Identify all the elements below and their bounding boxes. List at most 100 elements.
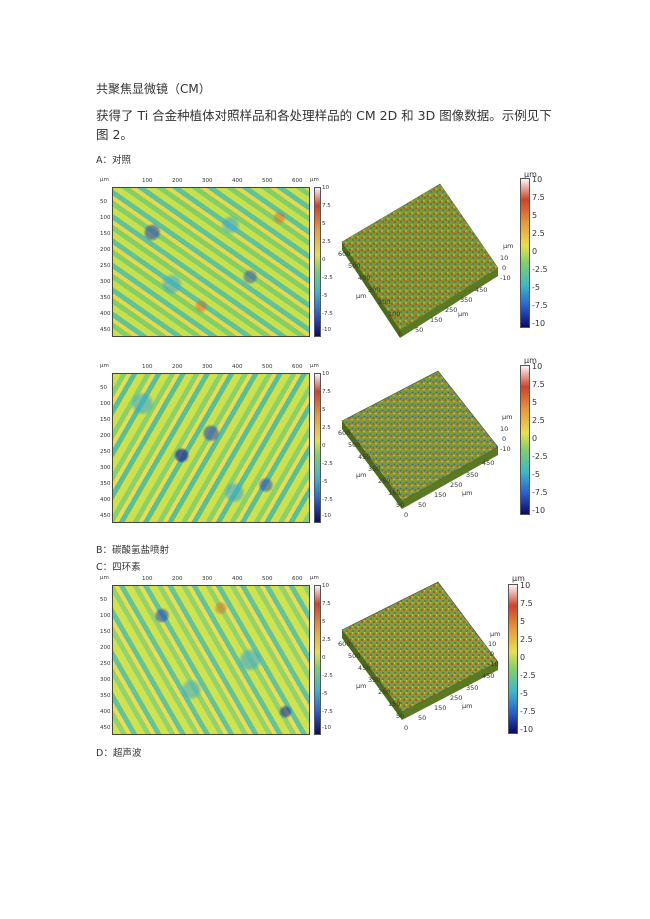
colorbar (508, 584, 518, 734)
z-tick: -10 (500, 445, 511, 453)
cm-3d-surface-2: μm 10 0 -10 600 500 450 350 250 150 50 0… (330, 355, 560, 535)
z-tick: 10 (500, 254, 509, 262)
axis-unit: μm (462, 702, 473, 710)
axis-tick: 500 (348, 441, 361, 449)
colorbar-tick: 7.5 (322, 601, 331, 607)
colorbar-tick: 0 (322, 655, 326, 661)
axis-tick: 450 (475, 286, 488, 294)
axis-tick: 250 (378, 688, 391, 696)
colorbar-tick: 0 (532, 434, 538, 443)
x-tick: 200 (172, 178, 183, 184)
axis-unit: μm (462, 489, 473, 497)
y-tick: 150 (100, 629, 111, 635)
axis-tick: 350 (466, 684, 479, 692)
label-d: D：超声波 (96, 748, 142, 759)
axis-unit: μm (356, 682, 367, 690)
section-heading: 共聚焦显微镜（CM） (96, 82, 211, 96)
z-tick: 0 (502, 435, 507, 443)
description-paragraph: 获得了 Ti 合金种植体对照样品和各处理样品的 CM 2D 和 3D 图像数据。… (96, 108, 552, 142)
axis-tick: 250 (450, 694, 463, 702)
height-map-image (112, 373, 310, 523)
colorbar-tick: 7.5 (532, 193, 545, 202)
x-tick: 100 (142, 178, 153, 184)
colorbar-tick: 5 (532, 398, 538, 407)
y-tick: 150 (100, 231, 111, 237)
axis-unit: μm (356, 471, 367, 479)
colorbar-tick: 2.5 (322, 425, 331, 431)
cm-2d-map-3: μm 100 200 300 400 500 600 50 100 150 20… (100, 575, 333, 745)
y-tick: 350 (100, 693, 111, 699)
colorbar-tick: -5 (322, 691, 328, 697)
x-tick: 500 (262, 364, 273, 370)
colorbar-tick: 2.5 (520, 635, 533, 644)
y-tick: 50 (100, 385, 107, 391)
x-tick: 500 (262, 178, 273, 184)
colorbar-tick: 2.5 (532, 416, 545, 425)
y-tick: 100 (100, 401, 111, 407)
colorbar-unit: μm (310, 575, 319, 581)
colorbar-tick: -5 (322, 479, 328, 485)
colorbar (314, 585, 321, 735)
cm-3d-surface-3: μm 10 0 -10 600 500 450 350 250 150 50 0… (330, 572, 560, 752)
colorbar-tick: 2.5 (322, 637, 331, 643)
3d-surface-graphic (341, 581, 499, 720)
colorbar-tick: -10 (532, 319, 546, 328)
x-tick: 300 (202, 576, 213, 582)
axis-tick: 150 (434, 491, 447, 499)
colorbar-tick: -2.5 (532, 452, 548, 461)
axis-tick: 600 (338, 429, 351, 437)
y-tick: 450 (100, 513, 111, 519)
x-tick: 600 (292, 576, 303, 582)
axis-tick: 600 (338, 250, 351, 258)
axis-tick: 0 (404, 724, 409, 732)
y-tick: 100 (100, 613, 111, 619)
y-tick: 300 (100, 465, 111, 471)
colorbar-tick: 10 (322, 185, 329, 191)
axis-tick: 500 (348, 652, 361, 660)
y-tick: 450 (100, 327, 111, 333)
x-tick: 500 (262, 576, 273, 582)
z-tick: 10 (488, 640, 497, 648)
colorbar-tick: 7.5 (322, 389, 331, 395)
colorbar-tick: -10 (322, 513, 331, 519)
colorbar (520, 365, 530, 515)
x-tick: 300 (202, 364, 213, 370)
colorbar-tick: 0 (532, 247, 538, 256)
y-tick: 350 (100, 481, 111, 487)
axis-tick: 50 (418, 714, 427, 722)
x-tick: 200 (172, 576, 183, 582)
y-tick: 400 (100, 709, 111, 715)
unit-label: μm (100, 177, 109, 183)
axis-tick: 450 (482, 459, 495, 467)
colorbar-tick: -7.5 (532, 488, 548, 497)
colorbar-tick: -7.5 (532, 301, 548, 310)
axis-tick: 50 (396, 712, 405, 720)
cm-2d-map-1: μm 100 200 300 400 500 600 50 100 150 20… (100, 177, 333, 347)
axis-tick: 300 (368, 286, 381, 294)
y-tick: 400 (100, 497, 111, 503)
cm-3d-surface-1: 10 μm 0 -10 600 500 400 300 200 100 0 μm… (330, 170, 560, 350)
unit-label: μm (100, 575, 109, 581)
y-tick: 200 (100, 645, 111, 651)
colorbar-tick: -5 (322, 293, 328, 299)
cm-2d-map-2: μm 100 200 300 400 500 600 50 100 150 20… (100, 363, 333, 533)
3d-surface-graphic (341, 370, 499, 509)
x-tick: 100 (142, 364, 153, 370)
axis-tick: 600 (338, 640, 351, 648)
axis-tick: 450 (358, 453, 371, 461)
colorbar-tick: 5 (532, 211, 538, 220)
colorbar-tick: -2.5 (322, 673, 333, 679)
y-tick: 450 (100, 725, 111, 731)
y-tick: 100 (100, 215, 111, 221)
axis-unit: μm (458, 310, 469, 318)
y-tick: 200 (100, 247, 111, 253)
z-tick: 10 (500, 425, 509, 433)
colorbar-unit: μm (512, 574, 525, 583)
colorbar-unit: μm (310, 363, 319, 369)
z-tick: -10 (488, 660, 499, 668)
colorbar-tick: -5 (532, 283, 540, 292)
axis-tick: 500 (348, 262, 361, 270)
y-tick: 250 (100, 661, 111, 667)
axis-tick: 450 (482, 672, 495, 680)
colorbar-tick: -2.5 (532, 265, 548, 274)
